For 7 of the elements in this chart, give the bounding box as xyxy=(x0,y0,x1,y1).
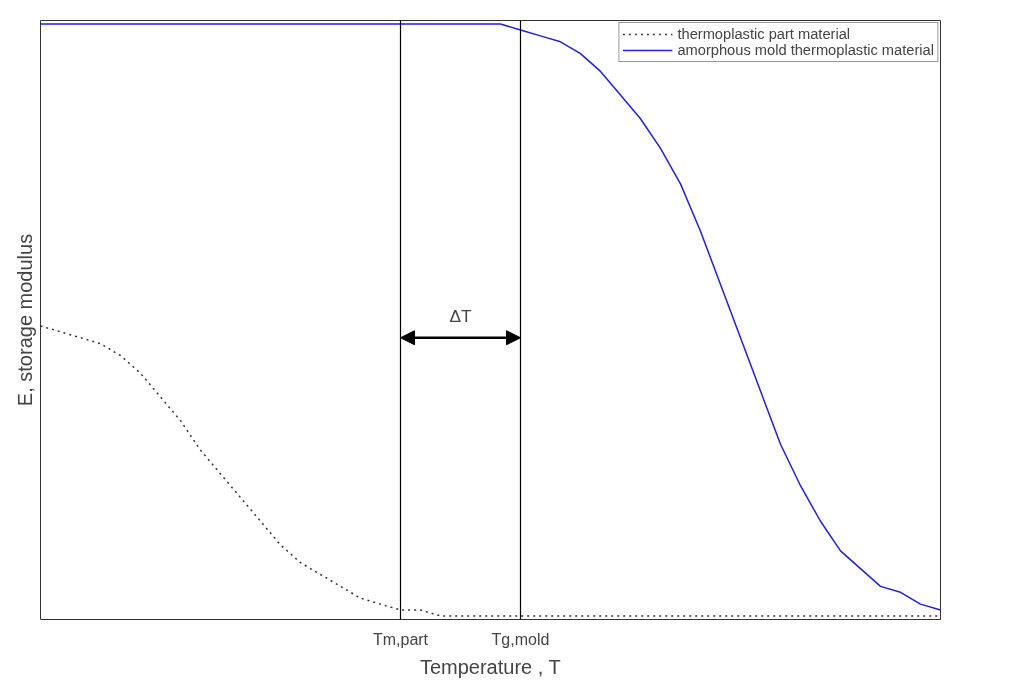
annotation: ΔT xyxy=(449,305,472,326)
y-axis-title: E, storage modulus xyxy=(13,233,36,407)
x-tick-label: Tg,mold xyxy=(491,630,550,648)
legend-label: amorphous mold thermoplastic material xyxy=(677,42,934,58)
legend-label: thermoplastic part material xyxy=(677,26,851,42)
x-axis-title: Temperature , T xyxy=(419,655,561,678)
x-tick-label: Tm,part xyxy=(372,630,429,648)
